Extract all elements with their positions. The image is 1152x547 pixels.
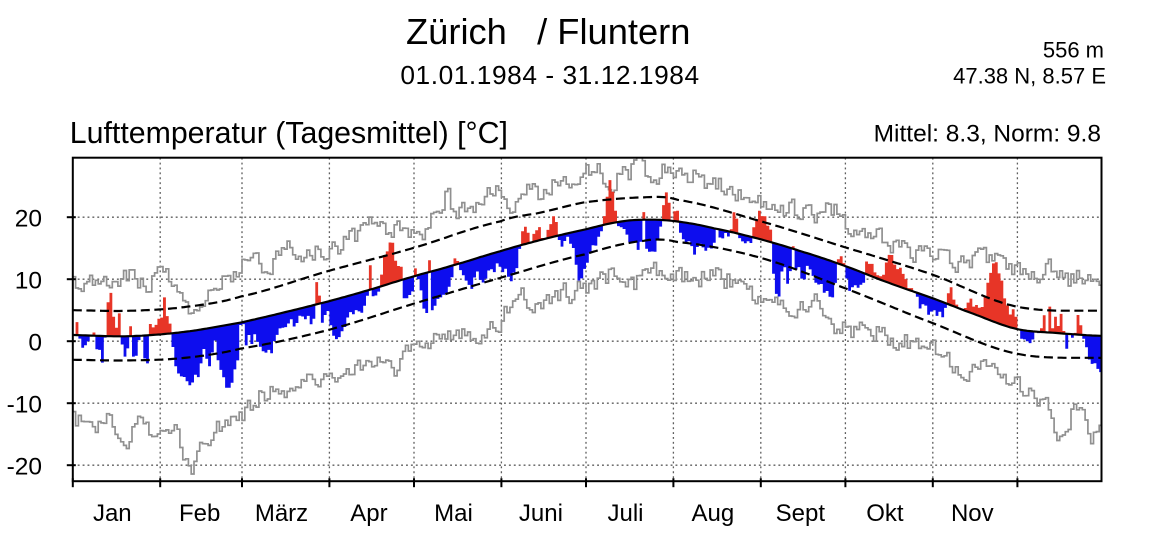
svg-text:-20: -20 xyxy=(7,454,42,481)
svg-text:556 m: 556 m xyxy=(1043,38,1104,63)
svg-text:47.38 N, 8.57 E: 47.38 N, 8.57 E xyxy=(953,63,1106,88)
svg-text:20: 20 xyxy=(15,206,42,233)
svg-text:01.01.1984 - 31.12.1984: 01.01.1984 - 31.12.1984 xyxy=(400,60,699,90)
svg-text:Feb: Feb xyxy=(179,500,220,527)
svg-text:Nov: Nov xyxy=(951,500,994,527)
svg-text:Juni: Juni xyxy=(519,500,563,527)
svg-text:Okt: Okt xyxy=(866,500,904,527)
svg-text:0: 0 xyxy=(28,330,42,357)
svg-text:Zürich / Fluntern: Zürich / Fluntern xyxy=(406,11,690,52)
svg-text:Aug: Aug xyxy=(692,500,735,527)
svg-text:März: März xyxy=(255,500,308,527)
svg-text:Jan: Jan xyxy=(93,500,132,527)
svg-text:Apr: Apr xyxy=(350,500,387,527)
svg-text:Juli: Juli xyxy=(607,500,643,527)
svg-text:10: 10 xyxy=(15,268,42,295)
svg-text:Mittel: 8.3, Norm: 9.8: Mittel: 8.3, Norm: 9.8 xyxy=(874,121,1101,148)
svg-text:-10: -10 xyxy=(7,392,42,419)
svg-text:Mai: Mai xyxy=(434,500,473,527)
svg-text:Sept: Sept xyxy=(776,500,826,527)
svg-text:Lufttemperatur (Tagesmittel) [: Lufttemperatur (Tagesmittel) [°C] xyxy=(70,117,508,150)
